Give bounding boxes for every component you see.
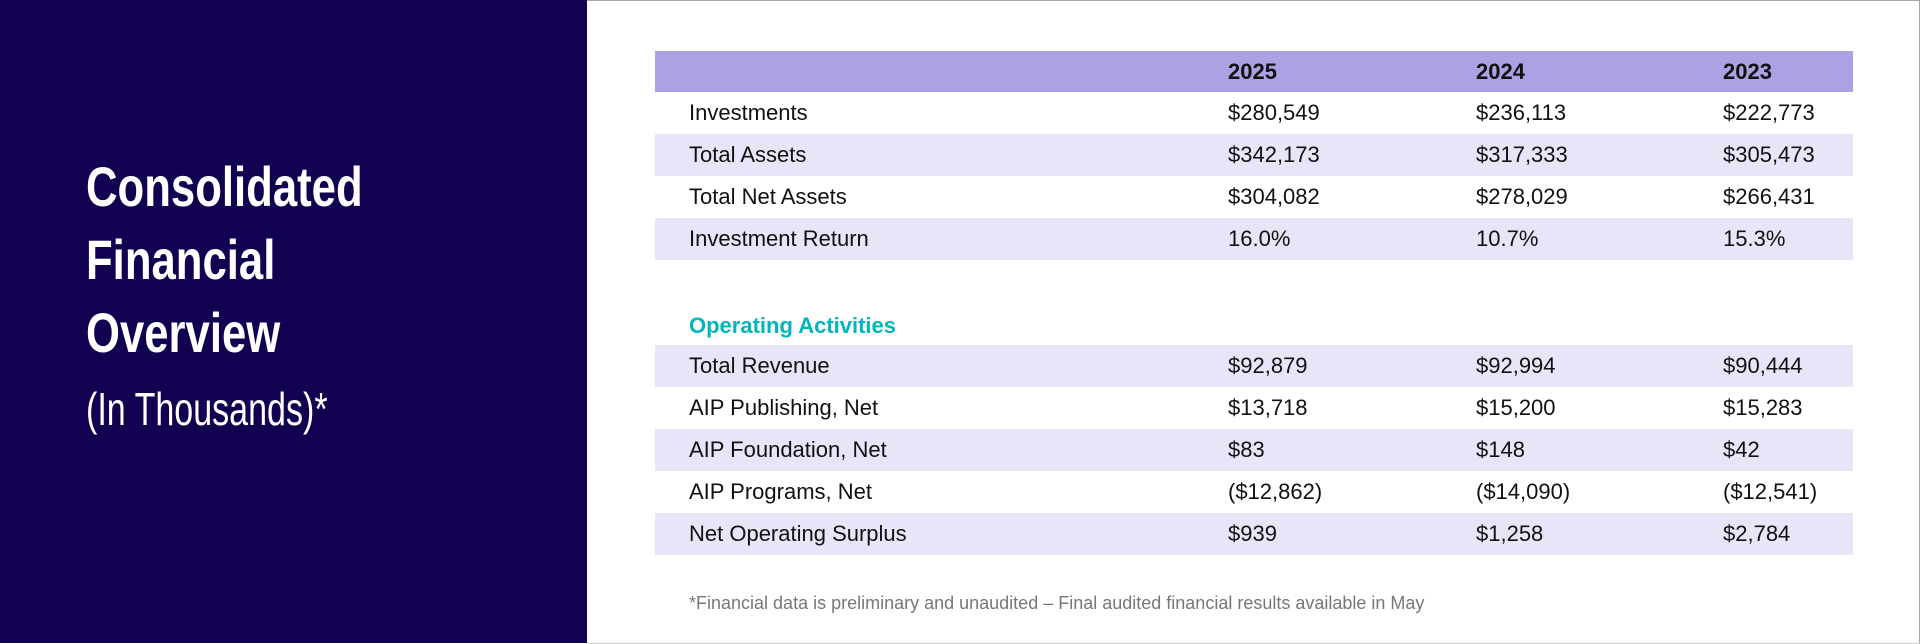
cell-value: $90,444 [1723, 353, 1803, 378]
row-label: Investments [689, 100, 808, 125]
row-label: Total Revenue [689, 353, 830, 378]
cell-value: $1,258 [1476, 521, 1544, 546]
table-row: AIP Programs, Net ($12,862) ($14,090) ($12,… [655, 471, 1853, 513]
operating-table: Total Revenue $92,879 $92,994 $90,444 AIP Pu… [655, 345, 1853, 555]
cell-value: ($12,541) [1723, 479, 1818, 504]
table-row: Total Revenue $92,879 $92,994 $90,444 [655, 345, 1853, 387]
title-line: Financial [86, 228, 276, 291]
cell-value: $92,879 [1228, 353, 1308, 378]
row-label: AIP Foundation, Net [689, 437, 887, 462]
cell-value: 10.7% [1476, 226, 1539, 251]
cell-value: $148 [1476, 437, 1525, 462]
cell-value: $305,473 [1723, 142, 1815, 167]
cell-value: $342,173 [1228, 142, 1320, 167]
cell-value: $939 [1228, 521, 1277, 546]
cell-value: ($14,090) [1476, 479, 1571, 504]
table-header: 2025 2024 2023 [655, 51, 1853, 92]
table-row: Total Net Assets $304,082 $278,029 $266,431 [655, 176, 1853, 218]
table-row: Net Operating Surplus $939 $1,258 $2,784 [655, 513, 1853, 555]
financial-table: 2025 2024 2023 Investments $280,549 $236,1… [655, 51, 1853, 260]
cell-value: $317,333 [1476, 142, 1568, 167]
column-header: 2025 [1228, 58, 1277, 84]
title-line: Overview [86, 301, 281, 364]
page-title: Consolidated Financial Overview [86, 150, 363, 369]
table-row: Investment Return 16.0% 10.7% 15.3% [655, 218, 1853, 260]
cell-value: $278,029 [1476, 184, 1568, 209]
page-subtitle: (In Thousands)* [86, 383, 328, 435]
table-row: AIP Foundation, Net $83 $148 $42 [655, 429, 1853, 471]
row-label: Total Assets [689, 142, 807, 167]
cell-value: $304,082 [1228, 184, 1320, 209]
title-line: Consolidated [86, 155, 363, 218]
cell-value: $42 [1723, 437, 1760, 462]
row-label: Total Net Assets [689, 184, 847, 209]
row-label: Investment Return [689, 226, 869, 251]
cell-value: $15,200 [1476, 395, 1556, 420]
cell-value: $92,994 [1476, 353, 1556, 378]
title-panel: Consolidated Financial Overview (In Thou… [0, 0, 587, 643]
column-header: 2023 [1723, 58, 1772, 84]
table-row: Investments $280,549 $236,113 $222,773 [655, 92, 1853, 134]
cell-value: $236,113 [1476, 100, 1567, 125]
row-label: Net Operating Surplus [689, 521, 907, 546]
cell-value: $2,784 [1723, 521, 1791, 546]
row-label: AIP Publishing, Net [689, 395, 879, 420]
cell-value: $15,283 [1723, 395, 1803, 420]
cell-value: $13,718 [1228, 395, 1308, 420]
column-header: 2024 [1476, 58, 1525, 84]
table-row: AIP Publishing, Net $13,718 $15,200 $15,283 [655, 387, 1853, 429]
cell-value: 16.0% [1228, 226, 1291, 251]
cell-value: $280,549 [1228, 100, 1320, 125]
footnote: *Financial data is preliminary and unaud… [689, 593, 1425, 613]
cell-value: ($12,862) [1228, 479, 1323, 504]
row-label: AIP Programs, Net [689, 479, 872, 504]
cell-value: $83 [1228, 437, 1265, 462]
cell-value: $266,431 [1723, 184, 1815, 209]
cell-value: 15.3% [1723, 226, 1786, 251]
table-row: Total Assets $342,173 $317,333 $305,473 [655, 134, 1853, 176]
cell-value: $222,773 [1723, 100, 1815, 125]
section-label: Operating Activities [689, 313, 897, 338]
